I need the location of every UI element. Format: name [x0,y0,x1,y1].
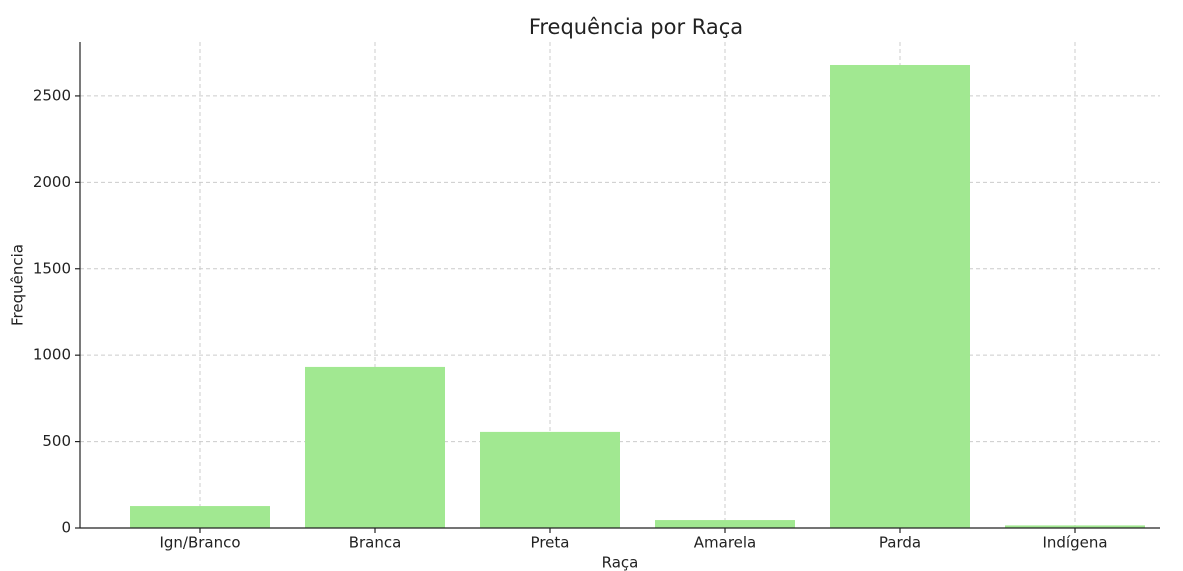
y-tick-label: 2000 [33,173,71,191]
x-tick-label: Preta [531,534,570,552]
y-tick-label: 500 [42,432,71,450]
bar [830,64,970,529]
x-axis-label: Raça [602,554,639,571]
y-tick-label: 1500 [33,259,71,277]
x-tick-label: Parda [879,534,921,552]
x-tick-label: Indígena [1042,534,1107,552]
x-tick-label: Amarela [694,534,757,552]
bar [655,520,795,528]
bar [130,506,270,528]
y-tick-label: 2500 [33,86,71,104]
x-tick-label: Ign/Branco [159,534,240,552]
bar [305,366,445,528]
y-tick-label: 1000 [33,346,71,364]
x-tick-label: Branca [349,534,402,552]
bar [480,431,620,528]
y-axis-label: Frequência [9,244,27,326]
chart-title: Frequência por Raça [529,15,743,39]
bar [1005,525,1145,528]
y-tick-label: 0 [61,519,71,537]
